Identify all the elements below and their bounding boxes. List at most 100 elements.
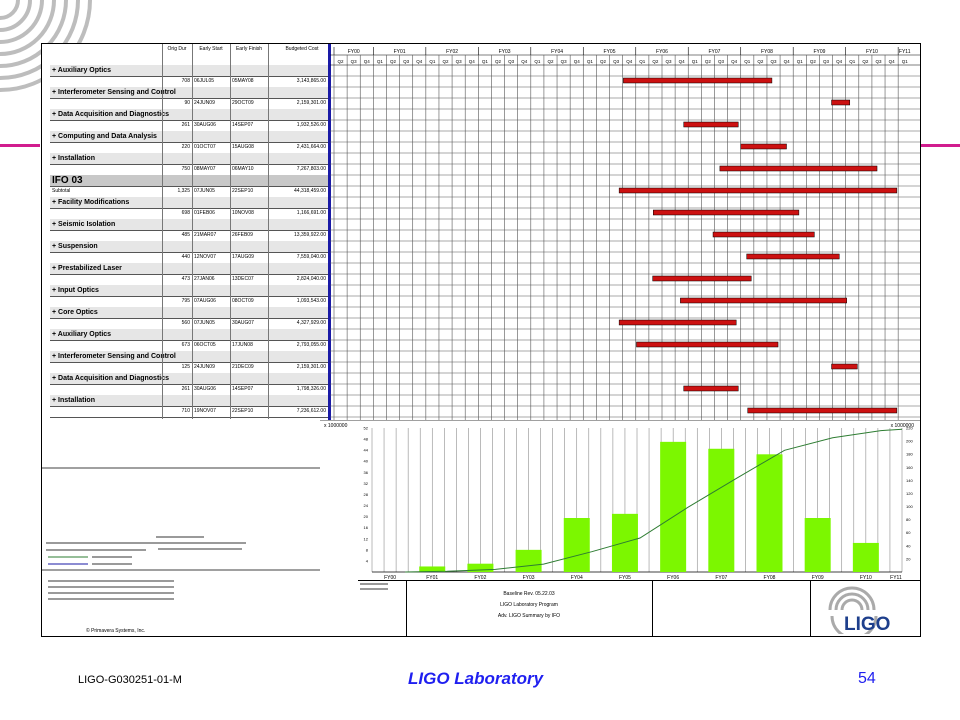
column-divider — [192, 44, 193, 419]
right-tick-label: 140 — [906, 478, 913, 483]
cell-early-finish: 13DEC07 — [232, 276, 254, 282]
cell-budgeted-cost: 2,824,040.00 — [296, 276, 326, 282]
group-row-bg — [50, 197, 330, 208]
cell-early-start: 06OCT05 — [194, 342, 216, 348]
left-tick-label: 36 — [364, 470, 369, 475]
quarter-label: Q2 — [757, 59, 764, 64]
cell-early-finish: 22SEP10 — [232, 188, 254, 194]
row-divider — [50, 274, 330, 275]
cell-orig-dur: 673 — [181, 342, 190, 348]
cell-early-start: 06JUL05 — [194, 78, 215, 84]
gantt-bar — [680, 297, 847, 304]
quarter-label: Q2 — [495, 59, 502, 64]
cell-early-finish: 14SEP07 — [232, 386, 254, 392]
group-row-label: + Interferometer Sensing and Control — [52, 353, 176, 360]
quarter-label: Q1 — [587, 59, 594, 64]
column-divider — [230, 44, 231, 419]
cell-orig-dur: 261 — [181, 122, 190, 128]
quarter-label: Q1 — [639, 59, 646, 64]
fiscal-year-label: FY05 — [604, 49, 616, 55]
row-divider — [50, 230, 330, 231]
quarter-label: Q2 — [390, 59, 397, 64]
quarter-label: Q4 — [574, 59, 581, 64]
cell-budgeted-cost: 2,159,301.00 — [296, 364, 326, 370]
left-tick-label: 28 — [364, 492, 369, 497]
quarter-label: Q1 — [797, 59, 804, 64]
group-row-label: + Facility Modifications — [52, 199, 130, 206]
histogram-bar — [756, 454, 783, 572]
cell-early-finish: 10NOV08 — [232, 210, 254, 216]
header-orig-dur: Orig Dur — [167, 46, 187, 52]
gantt-bar — [747, 407, 898, 414]
group-row-label: + Suspension — [52, 243, 98, 250]
column-divider — [268, 44, 269, 419]
ligo-logo-text: LIGO — [844, 614, 890, 634]
left-tick-label: 12 — [364, 536, 369, 541]
row-divider — [50, 76, 330, 77]
histogram-fy-label: FY07 — [715, 575, 727, 581]
right-tick-label: 80 — [906, 517, 911, 522]
group-row-label: + Installation — [52, 397, 95, 404]
left-scale-label: x 1000000 — [324, 423, 348, 429]
right-tick-label: 100 — [906, 504, 913, 509]
group-row-bg — [50, 87, 330, 98]
quarter-label: Q1 — [744, 59, 751, 64]
gantt-bar — [618, 187, 898, 194]
gantt-bar — [712, 231, 815, 238]
cell-early-finish: 30AUG07 — [232, 320, 254, 326]
histogram-fy-label: FY00 — [384, 575, 396, 581]
group-row-bg — [50, 153, 330, 164]
cell-early-start: 07AUG06 — [194, 298, 216, 304]
legend-block — [42, 467, 320, 600]
cell-early-finish: 21DEC09 — [232, 364, 254, 370]
histogram-bar — [611, 513, 638, 572]
row-divider — [50, 186, 330, 187]
fiscal-year-label: FY11 — [899, 49, 911, 55]
document-id: LIGO-G030251-01-M — [78, 674, 182, 686]
row-divider — [50, 362, 330, 363]
cell-early-finish: 22SEP10 — [232, 408, 254, 414]
quarter-label: Q3 — [875, 59, 882, 64]
fiscal-year-label: FY02 — [446, 49, 458, 55]
gantt-bar — [618, 319, 737, 326]
accent-line-right — [920, 144, 960, 147]
cell-early-start: 30AUG06 — [194, 122, 216, 128]
quarter-label: Q4 — [679, 59, 686, 64]
right-tick-label: 200 — [906, 439, 913, 444]
fiscal-year-label: FY09 — [813, 49, 825, 55]
group-row-label: + Input Optics — [52, 287, 99, 294]
fiscal-year-label: FY06 — [656, 49, 668, 55]
cell-early-start: 30AUG06 — [194, 386, 216, 392]
gantt-bar — [683, 385, 739, 392]
right-tick-label: 60 — [906, 530, 911, 535]
group-row-bg — [50, 329, 330, 340]
gantt-bar — [719, 165, 878, 172]
right-tick-label: 220 — [906, 426, 913, 431]
fiscal-year-label: FY08 — [761, 49, 773, 55]
cell-early-start: 24JUN09 — [194, 100, 215, 106]
right-tick-label: 40 — [906, 543, 911, 548]
page-number: 54 — [858, 670, 876, 687]
row-divider — [50, 318, 330, 319]
group-row-label: + Installation — [52, 155, 95, 162]
quarter-label: Q3 — [403, 59, 410, 64]
left-tick-label: 48 — [364, 437, 369, 442]
title-line-3: Adv. LIGO Summary by IFO — [497, 613, 561, 619]
cell-early-finish: 08OCT09 — [232, 298, 254, 304]
gantt-bar — [636, 341, 779, 348]
row-divider — [50, 417, 330, 418]
left-tick-label: 24 — [364, 503, 369, 508]
cell-early-start: 01OCT07 — [194, 144, 216, 150]
column-divider — [162, 44, 163, 419]
right-tick-label: 120 — [906, 491, 913, 496]
histogram-fy-label: FY09 — [812, 575, 824, 581]
cell-budgeted-cost: 7,559,040.00 — [296, 254, 326, 260]
histogram-bar — [515, 549, 542, 572]
quarter-label: Q4 — [784, 59, 791, 64]
cell-budgeted-cost: 7,267,803.00 — [296, 166, 326, 172]
fiscal-year-label: FY10 — [866, 49, 878, 55]
quarter-label: Q2 — [652, 59, 659, 64]
cell-budgeted-cost: 1,166,691.00 — [296, 210, 326, 216]
histogram-fy-label: FY11 — [890, 575, 902, 581]
histogram-fy-label: FY03 — [523, 575, 535, 581]
